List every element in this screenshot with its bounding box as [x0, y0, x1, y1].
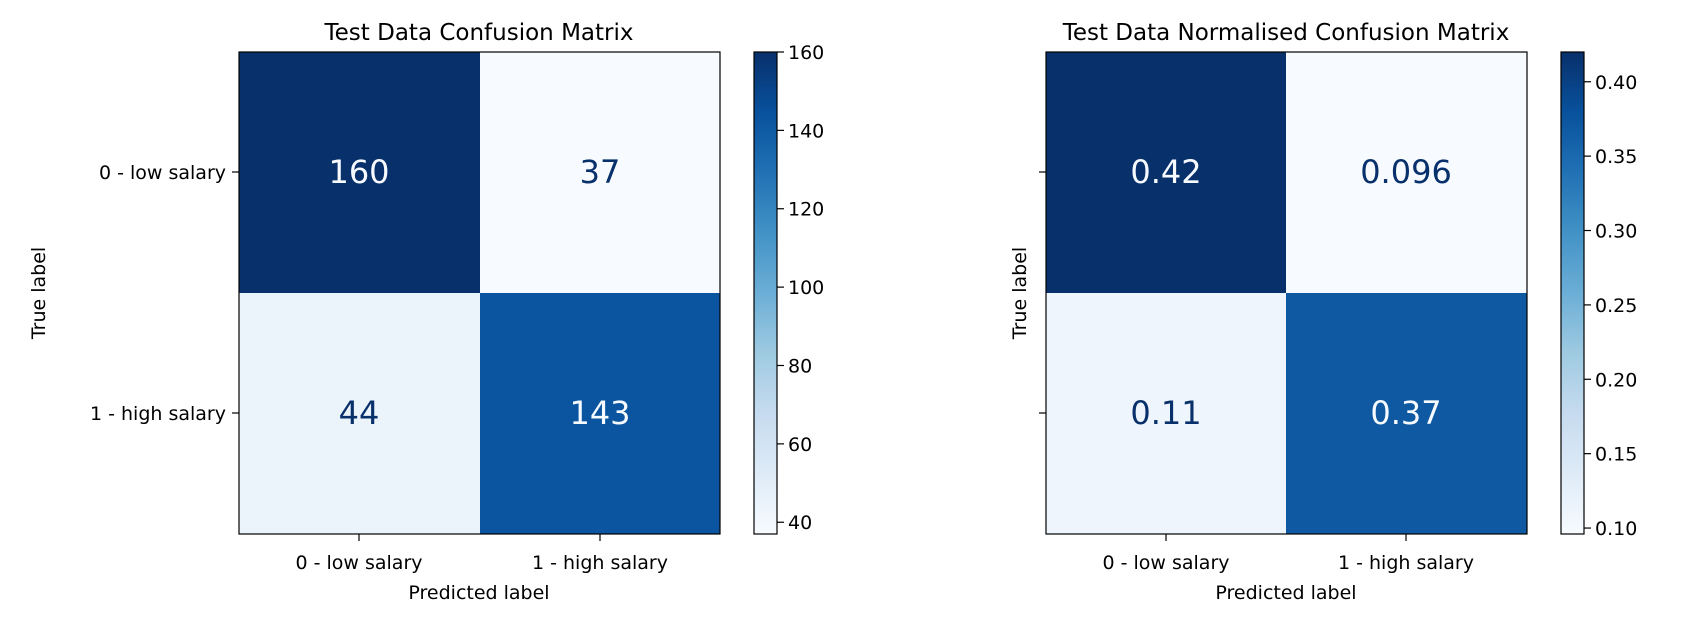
x-axis: 0 - low salary 1 - high salary Predicted… — [295, 534, 668, 604]
y-axis: True label — [1009, 171, 1046, 414]
colorbar-tick-label: 40 — [788, 512, 812, 534]
x-axis: 0 - low salary 1 - high salary Predicted… — [1102, 534, 1474, 604]
y-tick-label: 1 - high salary — [90, 403, 226, 425]
heatmap-cell — [239, 293, 480, 534]
x-tick-label: 1 - high salary — [532, 552, 668, 574]
colorbar: 0.10 0.15 0.20 0.25 0.30 0.35 0.40 — [1560, 51, 1637, 540]
colorbar-tick-label: 0.15 — [1595, 444, 1637, 466]
colorbar-tick-label: 0.25 — [1595, 295, 1637, 317]
colorbar-frame — [753, 51, 778, 535]
heatmap-cell — [239, 52, 480, 293]
heatmap-cell — [480, 52, 720, 293]
cell-value-label: 0.11 — [1130, 394, 1201, 432]
colorbar-ticks: 0.10 0.15 0.20 0.25 0.30 0.35 0.40 — [1584, 72, 1637, 540]
x-axis-label: Predicted label — [1215, 582, 1356, 604]
cell-value-labels: 0.42 0.096 0.11 0.37 — [1130, 153, 1451, 432]
cell-value-label: 0.096 — [1360, 153, 1452, 191]
colorbar-gradient — [1561, 52, 1584, 534]
cell-value-label: 0.42 — [1130, 153, 1201, 191]
colorbar-tick-label: 0.40 — [1595, 72, 1637, 94]
heatmap-cells — [1046, 52, 1527, 534]
colorbar-tick-label: 160 — [788, 42, 824, 64]
heatmap-cell — [1046, 293, 1286, 534]
cell-value-label: 160 — [328, 153, 389, 191]
cell-value-label: 143 — [569, 394, 630, 432]
heatmap-cells — [239, 52, 720, 534]
colorbar-tick-label: 140 — [788, 120, 824, 142]
colorbar-tick-label: 0.10 — [1595, 518, 1637, 540]
heatmap-cell — [1046, 52, 1286, 293]
colorbar-tick-label: 100 — [788, 277, 824, 299]
cell-value-label: 37 — [580, 153, 621, 191]
heatmap-cell — [1286, 52, 1527, 293]
y-axis: 0 - low salary 1 - high salary True labe… — [28, 162, 239, 425]
chart-panel-confusion-matrix: Test Data Confusion Matrix 160 37 44 143… — [28, 20, 824, 604]
colorbar-gradient — [754, 52, 777, 534]
x-tick-label: 0 - low salary — [295, 552, 422, 574]
colorbar-tick-label: 0.20 — [1595, 369, 1637, 391]
chart-title: Test Data Confusion Matrix — [324, 20, 634, 46]
cell-value-labels: 160 37 44 143 — [328, 153, 630, 432]
colorbar-ticks: 40 60 80 100 120 140 160 — [777, 42, 824, 534]
colorbar-tick-label: 120 — [788, 199, 824, 221]
heatmap-cell — [1286, 293, 1527, 534]
chart-panel-normalised-confusion-matrix: Test Data Normalised Confusion Matrix 0.… — [1009, 20, 1637, 604]
colorbar-frame — [1560, 51, 1585, 535]
colorbar-tick-label: 0.35 — [1595, 146, 1637, 168]
y-tick-label: 0 - low salary — [99, 162, 226, 184]
chart-title: Test Data Normalised Confusion Matrix — [1062, 20, 1510, 46]
colorbar-tick-label: 80 — [788, 355, 812, 377]
plot-frame — [1045, 51, 1528, 535]
colorbar: 40 60 80 100 120 140 160 — [753, 42, 824, 535]
heatmap-cell — [480, 293, 720, 534]
cell-value-label: 44 — [339, 394, 380, 432]
x-tick-label: 0 - low salary — [1102, 552, 1229, 574]
x-tick-label: 1 - high salary — [1338, 552, 1474, 574]
y-axis-label: True label — [1009, 247, 1031, 340]
cell-value-label: 0.37 — [1370, 394, 1441, 432]
plot-frame — [238, 51, 721, 535]
y-axis-label: True label — [28, 247, 50, 340]
colorbar-tick-label: 0.30 — [1595, 221, 1637, 243]
colorbar-tick-label: 60 — [788, 434, 812, 456]
x-axis-label: Predicted label — [408, 582, 549, 604]
